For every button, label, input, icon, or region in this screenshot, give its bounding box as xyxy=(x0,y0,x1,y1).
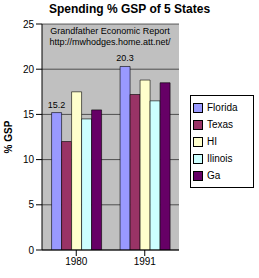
svg-text:20.3: 20.3 xyxy=(116,53,134,63)
html-text:Spending % GSP of 5 States: Spending % GSP of 5 States xyxy=(48,2,211,16)
html-text:Ilinois: Ilinois xyxy=(207,153,233,164)
svg-text:10: 10 xyxy=(23,154,35,165)
svg-text:15.2: 15.2 xyxy=(48,100,66,110)
svg-text:1991: 1991 xyxy=(134,256,157,267)
html-text:Grandfather Economic Report: Grandfather Economic Report xyxy=(50,26,170,36)
html-text:http://mwhodges.home.att.net/: http://mwhodges.home.att.net/ xyxy=(49,37,171,47)
svg-text:% GSP: % GSP xyxy=(8,120,14,153)
svg-text:20: 20 xyxy=(23,64,35,75)
svg-text:15: 15 xyxy=(23,109,35,120)
html-text:HI: HI xyxy=(207,136,217,147)
html-text:Florida: Florida xyxy=(207,102,238,113)
svg-text:25: 25 xyxy=(23,19,35,30)
html-text:Texas: Texas xyxy=(207,119,234,130)
svg-text:1980: 1980 xyxy=(65,256,88,267)
svg-text:5: 5 xyxy=(28,199,34,210)
html-text:Ga: Ga xyxy=(207,170,221,181)
svg-text:0: 0 xyxy=(28,245,34,256)
